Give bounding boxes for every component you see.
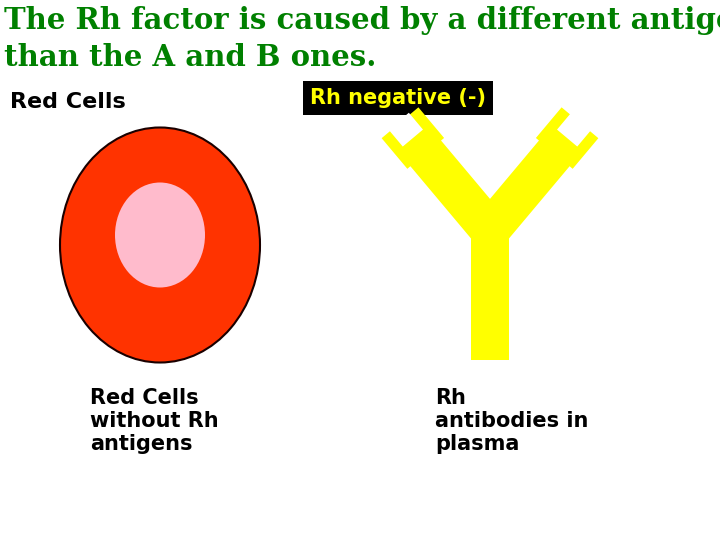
Text: Red Cells: Red Cells [10,92,126,112]
Text: than the A and B ones.: than the A and B ones. [4,43,377,72]
Text: Rh
antibodies in
plasma: Rh antibodies in plasma [435,388,588,454]
Text: Rh negative (-): Rh negative (-) [310,88,486,108]
Polygon shape [474,125,582,243]
Polygon shape [389,113,423,146]
Ellipse shape [60,127,260,362]
Polygon shape [382,107,444,169]
Polygon shape [397,125,505,243]
Text: Red Cells
without Rh
antigens: Red Cells without Rh antigens [90,388,219,454]
Polygon shape [471,230,509,360]
Polygon shape [557,113,591,146]
Polygon shape [536,107,598,169]
Ellipse shape [115,183,205,287]
Text: The Rh factor is caused by a different antigen: The Rh factor is caused by a different a… [4,6,720,35]
